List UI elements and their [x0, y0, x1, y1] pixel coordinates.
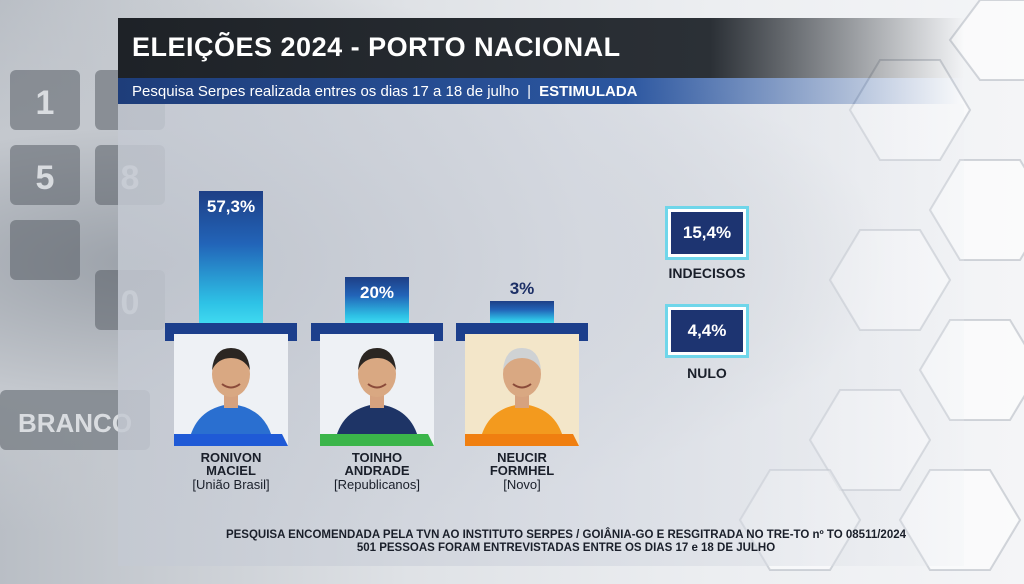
candidate-first-name: NEUCIR [497, 450, 547, 465]
candidate-frame [311, 323, 443, 341]
bar-value-label: 57,3% [206, 197, 256, 216]
undecided-box: 15,4% [665, 206, 749, 260]
undecided-value: 15,4% [671, 212, 743, 254]
bar-value-label: 3% [509, 279, 535, 298]
bar [199, 191, 263, 323]
bar [490, 301, 554, 323]
subtitle-separator: | [527, 83, 531, 100]
keypad-digit: 1 [36, 84, 55, 122]
subtitle-tag: ESTIMULADA [539, 83, 638, 100]
candidate-frame [165, 323, 297, 341]
candidate-frame [456, 323, 588, 341]
subtitle: Pesquisa Serpes realizada entres os dias… [118, 78, 964, 104]
candidate-last-name: FORMHEL [489, 463, 555, 478]
candidate-first-name: RONIVON [200, 450, 262, 465]
candidate-photo [174, 334, 288, 446]
candidate-first-name: TOINHO [351, 450, 403, 465]
candidate-party: [União Brasil] [192, 477, 270, 492]
undecided-label: INDECISOS [668, 265, 746, 281]
candidate-last-name: MACIEL [206, 463, 256, 478]
subtitle-text: Pesquisa Serpes realizada entres os dias… [132, 83, 519, 100]
candidate-last-name: ANDRADE [344, 463, 410, 478]
keypad-digit: 5 [36, 159, 55, 197]
bar [345, 277, 409, 323]
null-label: NULO [687, 365, 727, 381]
candidate-party: [Republicanos] [334, 477, 420, 492]
candidate-name: RONIVON MACIEL [161, 451, 301, 477]
null-value: 4,4% [671, 310, 743, 352]
candidate-name: TOINHO ANDRADE [307, 451, 447, 477]
footer-line-2: 501 PESSOAS FORAM ENTREVISTADAS ENTRE OS… [356, 542, 776, 554]
candidate-party: [Novo] [503, 477, 541, 492]
candidate-photo [320, 334, 434, 446]
keypad-label: BRANCO [18, 408, 132, 438]
footer-line-1: PESQUISA ENCOMENDADA PELA TVN AO INSTITU… [225, 529, 907, 541]
candidate-photo [465, 334, 579, 446]
page-title: ELEIÇÕES 2024 - PORTO NACIONAL [118, 18, 964, 78]
candidate-name: NEUCIR FORMHEL [452, 451, 592, 477]
null-box: 4,4% [665, 304, 749, 358]
bar-value-label: 20% [359, 283, 395, 302]
